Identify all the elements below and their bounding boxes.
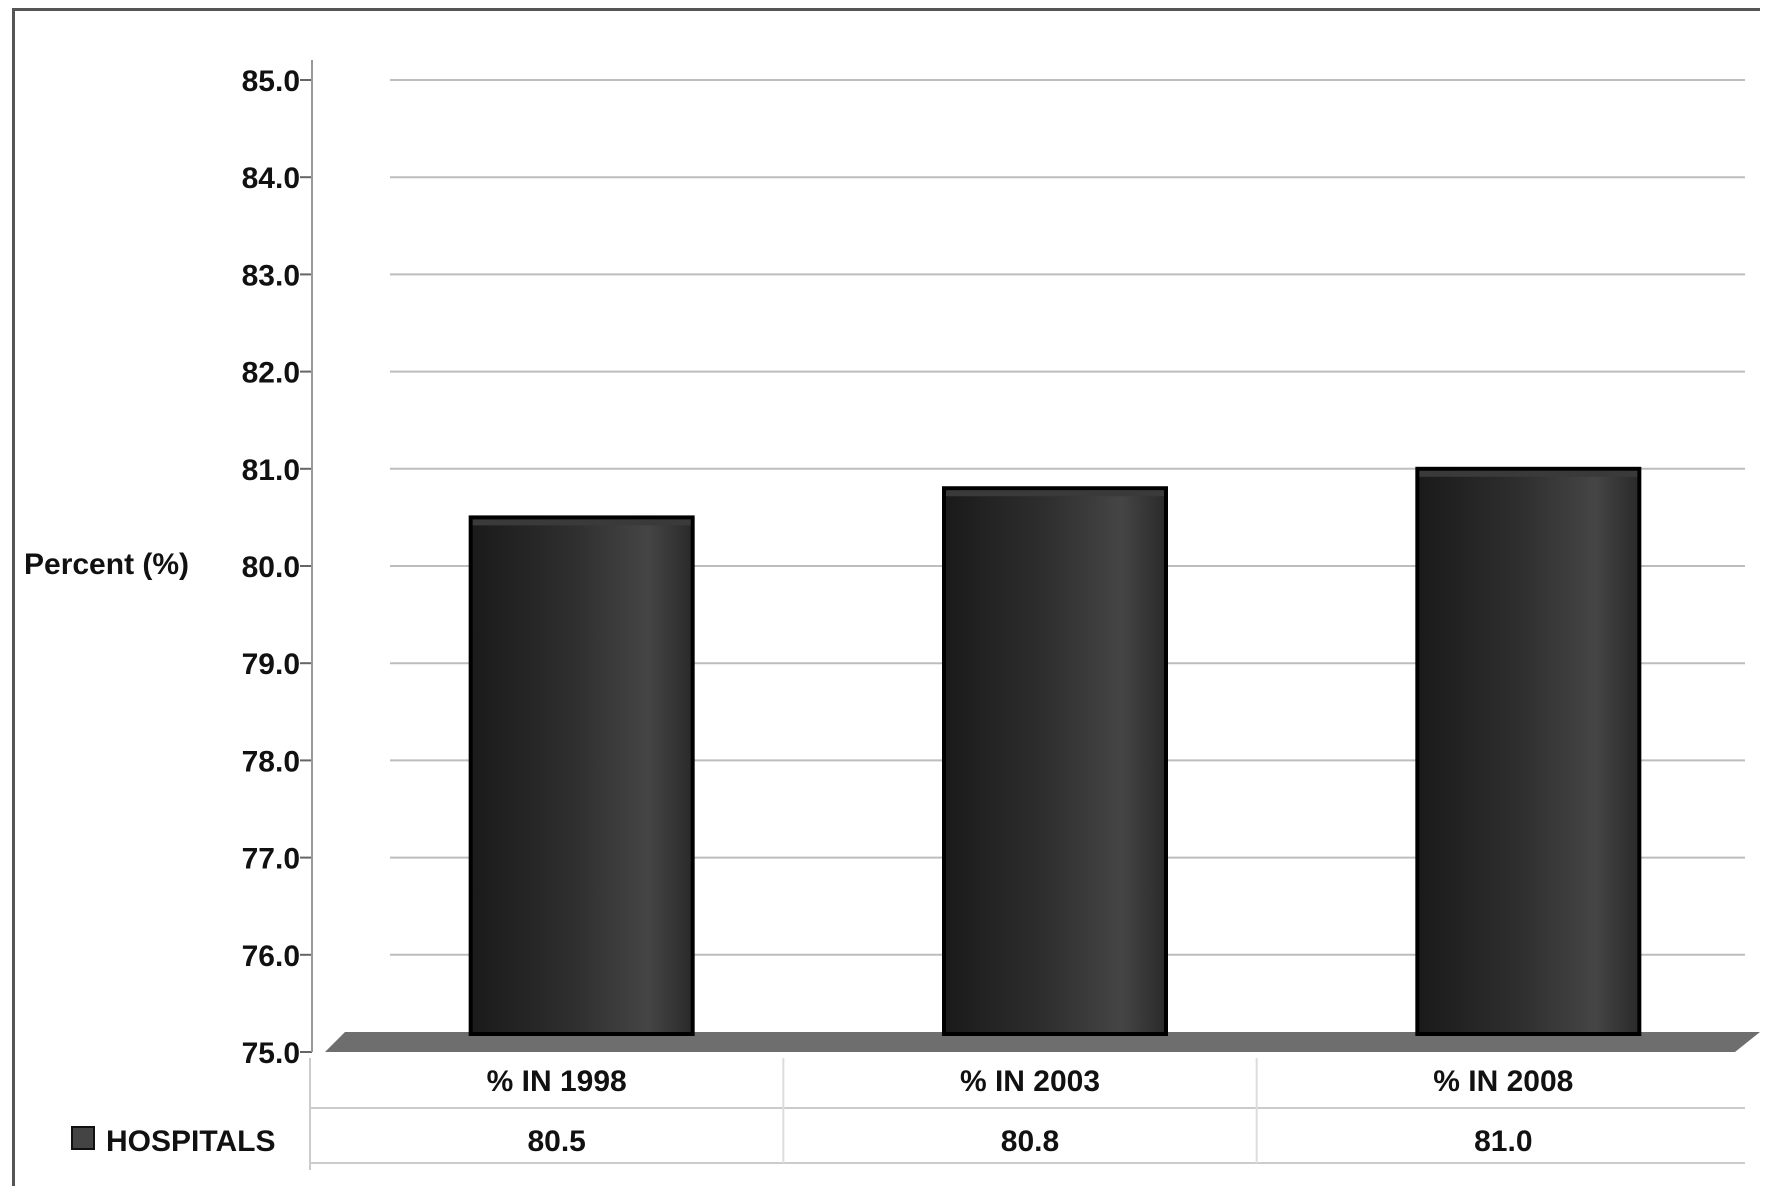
legend-swatch xyxy=(71,1126,95,1150)
y-tick-label: 79.0 xyxy=(242,648,300,681)
y-axis-label: Percent (%) xyxy=(24,548,189,581)
x-category-label: % IN 2003 xyxy=(960,1065,1100,1098)
y-tick-label: 85.0 xyxy=(242,65,300,98)
y-tick-label: 76.0 xyxy=(242,940,300,973)
y-tick-label: 83.0 xyxy=(242,259,300,292)
data-table-value: 81.0 xyxy=(1474,1125,1532,1158)
bar-top-highlight xyxy=(946,490,1164,497)
y-axis-ticks: 75.0 76.0 77.0 78.0 79.0 80.0 81.0 82.0 83.0 84.0… xyxy=(242,60,313,1070)
bar-top-highlight xyxy=(1419,470,1638,477)
x-axis-categories: % IN 1998 % IN 2003 % IN 2008 xyxy=(487,1065,1574,1098)
bar xyxy=(942,486,1168,1036)
legend-series-label: HOSPITALS xyxy=(106,1125,275,1158)
y-tick-label: 75.0 xyxy=(242,1037,300,1070)
data-table-value: 80.5 xyxy=(527,1125,585,1158)
y-tick-label: 80.0 xyxy=(242,551,300,584)
y-tick-label: 77.0 xyxy=(242,843,300,876)
y-tick-label: 82.0 xyxy=(242,357,300,390)
x-category-label: % IN 2008 xyxy=(1433,1065,1573,1098)
data-table-value: 80.8 xyxy=(1001,1125,1059,1158)
bar xyxy=(468,515,695,1036)
y-tick-label: 78.0 xyxy=(242,745,300,778)
bar xyxy=(1415,466,1642,1036)
bar-top-highlight xyxy=(472,519,691,526)
y-tick-label: 81.0 xyxy=(242,454,300,487)
bars xyxy=(468,466,1642,1036)
y-tick-label: 84.0 xyxy=(242,162,300,195)
chart-floor xyxy=(325,1032,1760,1052)
x-category-label: % IN 1998 xyxy=(487,1065,627,1098)
data-table: HOSPITALS 80.5 80.8 81.0 xyxy=(71,1058,1745,1170)
